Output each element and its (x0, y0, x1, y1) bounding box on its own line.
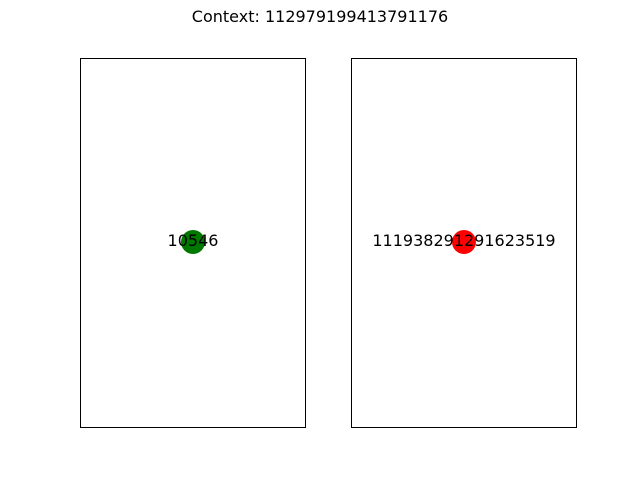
right-marker-dot (452, 230, 476, 254)
right-panel: 111938291291623519 (351, 58, 577, 428)
left-panel-label: 10546 (167, 231, 219, 250)
left-panel: 10546 (80, 58, 306, 428)
figure-title: Context: 112979199413791176 (191, 7, 449, 26)
right-panel-label: 111938291291623519 (372, 231, 556, 250)
left-marker-dot (181, 230, 205, 254)
